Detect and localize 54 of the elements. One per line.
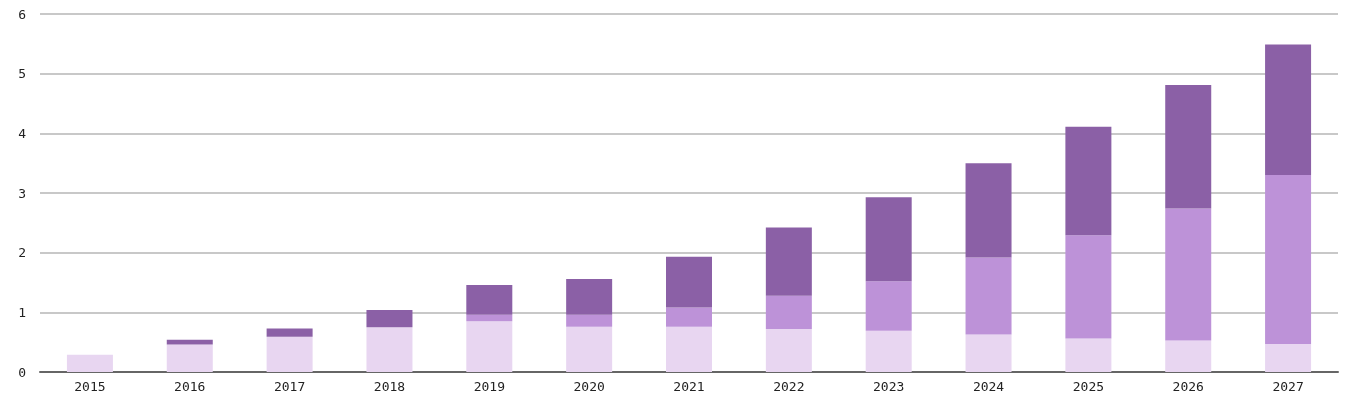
bar [66, 354, 113, 372]
bar [865, 281, 912, 331]
bar [466, 321, 513, 372]
x-tick-label: 2016 [174, 379, 206, 394]
x-tick-label: 2019 [473, 379, 505, 394]
bar [965, 334, 1012, 372]
bar [166, 344, 213, 372]
bar [566, 278, 613, 315]
bar [566, 326, 613, 372]
x-tick-label: 2022 [773, 379, 805, 394]
bar [865, 330, 912, 372]
bar [1265, 44, 1312, 176]
bar [965, 163, 1012, 258]
bar [566, 314, 613, 327]
bar [765, 295, 812, 330]
x-tick-label: 2020 [573, 379, 605, 394]
y-tick-label: 0 [18, 364, 26, 380]
bar [266, 336, 313, 372]
bar [1165, 340, 1212, 372]
bar [1065, 338, 1112, 372]
bar [666, 307, 712, 327]
bar [466, 284, 513, 315]
bar [666, 326, 712, 372]
bar [1265, 343, 1312, 372]
y-tick-label: 3 [18, 185, 26, 201]
bar [765, 329, 812, 372]
x-tick-label: 2021 [673, 379, 705, 394]
y-tick-label: 6 [18, 6, 26, 22]
x-tick-label: 2023 [873, 379, 905, 394]
bar [765, 227, 812, 296]
bar [1265, 175, 1312, 344]
x-tick-label: 2025 [1072, 379, 1105, 394]
bar [466, 314, 513, 322]
bar [266, 328, 313, 337]
bar [965, 257, 1012, 335]
x-tick-label: 2017 [273, 379, 306, 394]
bar [1065, 235, 1112, 339]
bar [366, 309, 413, 328]
bar [865, 197, 912, 282]
x-tick-label: 2024 [972, 379, 1005, 394]
x-tick-label: 2027 [1272, 379, 1304, 394]
y-tick-label: 4 [18, 125, 27, 141]
y-tick-label: 1 [18, 304, 26, 320]
bar [1065, 126, 1112, 236]
bar [666, 256, 712, 308]
y-tick-label: 5 [18, 66, 26, 82]
x-tick-label: 2018 [373, 379, 406, 394]
x-tick-label: 2015 [74, 379, 106, 394]
bar [1165, 85, 1212, 209]
bar [166, 339, 213, 345]
y-tick-label: 2 [18, 245, 26, 261]
bar [1165, 208, 1212, 341]
bar [366, 327, 413, 372]
x-tick-label: 2026 [1172, 379, 1204, 394]
